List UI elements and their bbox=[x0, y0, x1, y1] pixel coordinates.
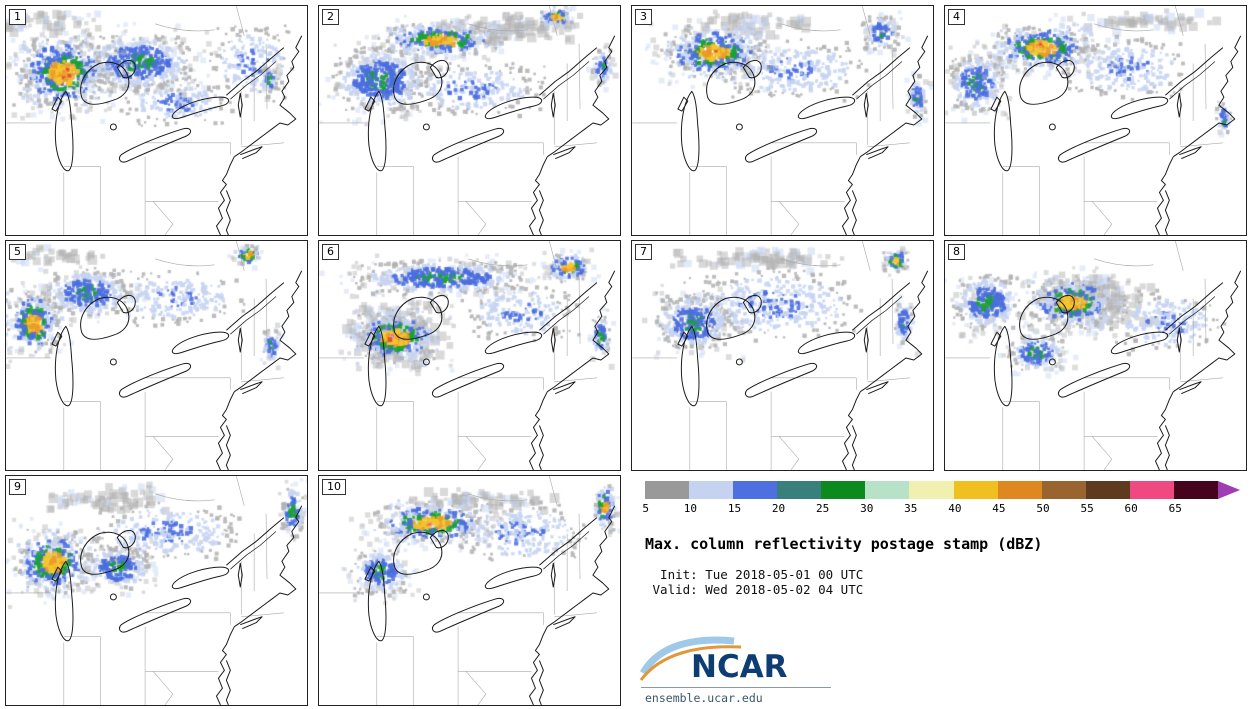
colorbar-tick-label: 65 bbox=[1168, 502, 1182, 515]
base-map bbox=[319, 476, 620, 705]
base-map bbox=[945, 241, 1246, 470]
logo-divider bbox=[641, 687, 831, 688]
colorbar-tick-label: 45 bbox=[992, 502, 1006, 515]
forecast-panel: 1 bbox=[5, 5, 308, 236]
colorbar-segment bbox=[909, 481, 954, 499]
forecast-panel: 5 bbox=[5, 240, 308, 471]
forecast-panel: 8 bbox=[944, 240, 1247, 471]
legend-area: 5 10 15 20 25 30 35 40 45 50 55 60 65 Max. column re… bbox=[631, 475, 1247, 706]
colorbar-segment bbox=[645, 481, 690, 499]
plot-title: Max. column reflectivity postage stamp (… bbox=[645, 535, 1043, 553]
forecast-panel: 7 bbox=[631, 240, 934, 471]
colorbar-segment bbox=[1041, 481, 1086, 499]
colorbar-tick-label: 55 bbox=[1080, 502, 1094, 515]
colorbar-tick-label: 10 bbox=[683, 502, 698, 515]
logo-swoosh2-icon bbox=[639, 645, 742, 681]
site-url: ensemble.ucar.edu bbox=[645, 691, 763, 705]
base-map bbox=[319, 6, 620, 235]
valid-time: Valid: Wed 2018-05-02 04 UTC bbox=[645, 582, 864, 597]
colorbar-segment bbox=[997, 481, 1042, 499]
colorbar-tick-label: 30 bbox=[860, 502, 874, 515]
base-map bbox=[6, 6, 307, 235]
colorbar-tick-label: 60 bbox=[1124, 502, 1138, 515]
forecast-panel: 4 bbox=[944, 5, 1247, 236]
colorbar-tick-label: 50 bbox=[1036, 502, 1050, 515]
panel-number: 9 bbox=[9, 479, 26, 495]
colorbar-segment bbox=[733, 481, 778, 499]
panel-number: 8 bbox=[948, 244, 965, 260]
init-time: Init: Tue 2018-05-01 00 UTC bbox=[645, 567, 864, 582]
colorbar-segment bbox=[1085, 481, 1130, 499]
colorbar-segment bbox=[1129, 481, 1174, 499]
colorbar-tick-label: 35 bbox=[904, 502, 918, 515]
colorbar-tick-label: 15 bbox=[727, 502, 742, 515]
colorbar-tick-label: 40 bbox=[948, 502, 962, 515]
panel-number: 4 bbox=[948, 9, 965, 25]
forecast-panel: 2 bbox=[318, 5, 621, 236]
panel-number: 1 bbox=[9, 9, 26, 25]
logo-swoosh-icon bbox=[639, 636, 735, 675]
panel-number: 3 bbox=[635, 9, 652, 25]
forecast-panel: 10 bbox=[318, 475, 621, 706]
panel-number: 6 bbox=[322, 244, 339, 260]
panel-number: 7 bbox=[635, 244, 652, 260]
base-map bbox=[6, 476, 307, 705]
colorbar-tick-label: 5 bbox=[642, 502, 649, 515]
colorbar-segment bbox=[821, 481, 866, 499]
forecast-panel: 3 bbox=[631, 5, 934, 236]
panel-grid: 1 2 3 4 5 6 7 8 9 bbox=[5, 5, 1255, 706]
colorbar-segment bbox=[689, 481, 734, 499]
ncar-logo: NCAR bbox=[639, 633, 819, 689]
forecast-panel: 6 bbox=[318, 240, 621, 471]
reflectivity-colorbar bbox=[645, 481, 1240, 499]
base-map bbox=[632, 241, 933, 470]
colorbar-segment bbox=[865, 481, 910, 499]
logo-text: NCAR bbox=[691, 649, 788, 685]
colorbar-segment bbox=[1173, 481, 1219, 499]
colorbar-segment bbox=[777, 481, 822, 499]
base-map bbox=[632, 6, 933, 235]
base-map bbox=[319, 241, 620, 470]
forecast-panel: 9 bbox=[5, 475, 308, 706]
colorbar-tick-label: 25 bbox=[815, 502, 830, 515]
panel-number: 10 bbox=[322, 479, 346, 495]
base-map bbox=[945, 6, 1246, 235]
panel-number: 5 bbox=[9, 244, 26, 260]
panel-number: 2 bbox=[322, 9, 339, 25]
colorbar-arrow-icon bbox=[1218, 481, 1240, 499]
colorbar-ticks: 5 10 15 20 25 30 35 40 45 50 55 60 65 bbox=[642, 502, 1218, 516]
colorbar-tick-label: 20 bbox=[771, 502, 786, 515]
colorbar-segments bbox=[645, 481, 1219, 499]
colorbar-segment bbox=[953, 481, 998, 499]
base-map bbox=[6, 241, 307, 470]
